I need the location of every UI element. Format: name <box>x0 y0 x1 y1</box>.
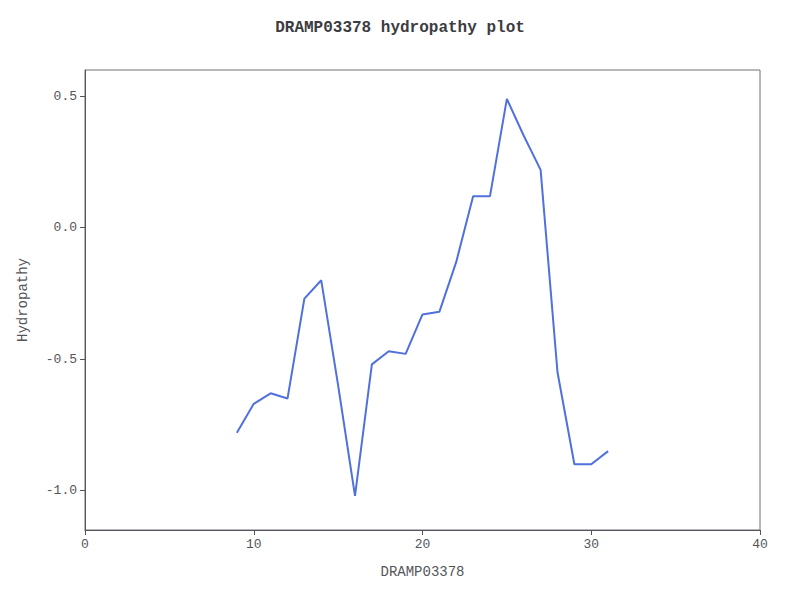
svg-text:DRAMP03378 hydropathy plot: DRAMP03378 hydropathy plot <box>275 19 525 37</box>
svg-text:0: 0 <box>81 537 89 552</box>
svg-text:-1.0: -1.0 <box>46 483 77 498</box>
svg-text:Hydropathy: Hydropathy <box>15 258 31 342</box>
svg-text:DRAMP03378: DRAMP03378 <box>380 564 464 580</box>
svg-text:-0.5: -0.5 <box>46 352 77 367</box>
svg-text:0.5: 0.5 <box>54 89 77 104</box>
svg-text:10: 10 <box>246 537 262 552</box>
svg-text:30: 30 <box>583 537 599 552</box>
svg-text:0.0: 0.0 <box>54 220 77 235</box>
svg-text:40: 40 <box>752 537 768 552</box>
svg-text:20: 20 <box>415 537 431 552</box>
